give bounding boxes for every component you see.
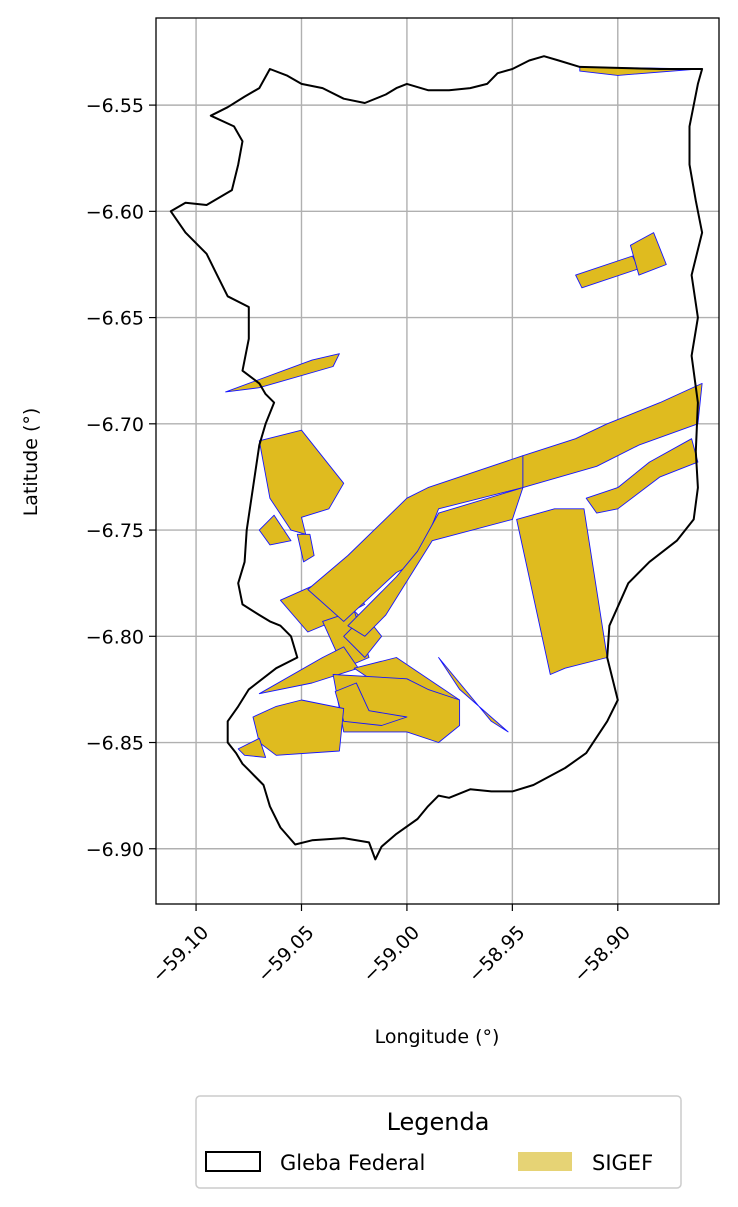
- legend-label-sigef: SIGEF: [592, 1151, 653, 1175]
- legend-title: Legenda: [387, 1108, 490, 1136]
- grid-lines: [156, 18, 719, 904]
- sigef-parcel: [258, 646, 359, 695]
- plot-frame: [155, 17, 720, 905]
- x-tick-label: −59.00: [359, 922, 424, 987]
- y-axis-label: Latitude (°): [20, 408, 42, 517]
- sigef-parcel: [258, 514, 292, 546]
- map-layers: [169, 55, 704, 861]
- legend-swatch-sigef: [518, 1152, 572, 1171]
- sigef-parcel: [585, 438, 699, 514]
- legend-swatch-gleba-federal: [205, 1151, 261, 1172]
- sigef-parcel: [516, 508, 608, 675]
- x-axis-label: Longitude (°): [375, 1026, 500, 1048]
- sigef-parcel: [332, 674, 461, 743]
- y-tick-label: −6.75: [86, 520, 144, 542]
- sigef-parcel: [296, 533, 315, 563]
- sigef-parcel: [252, 699, 345, 756]
- y-tick-label: −6.55: [86, 95, 144, 117]
- sigef-parcel: [629, 232, 667, 276]
- sigef-parcel: [225, 353, 340, 393]
- sigef-parcel: [522, 382, 703, 489]
- legend: Legenda Gleba Federal SIGEF: [195, 1095, 682, 1189]
- sigef-parcel: [438, 657, 509, 733]
- y-tick-label: −6.85: [86, 733, 144, 755]
- x-tick-label: −58.90: [570, 922, 635, 987]
- gleba-federal-boundary: [169, 55, 704, 861]
- x-tick-label: −59.10: [148, 922, 213, 987]
- sigef-parcel: [334, 682, 408, 726]
- sigef-parcel: [237, 737, 267, 758]
- x-tick-label: −59.05: [253, 922, 318, 987]
- legend-label-gleba-federal: Gleba Federal: [280, 1151, 425, 1175]
- x-tick-label: −58.95: [464, 922, 529, 987]
- y-tick-label: −6.90: [86, 839, 144, 861]
- sigef-parcel: [347, 487, 524, 637]
- y-tick-label: −6.70: [86, 414, 144, 436]
- y-tick-label: −6.65: [86, 308, 144, 330]
- y-tick-label: −6.60: [86, 201, 144, 223]
- sigef-parcel: [258, 429, 345, 535]
- y-tick-label: −6.80: [86, 626, 144, 648]
- sigef-parcel: [575, 255, 640, 289]
